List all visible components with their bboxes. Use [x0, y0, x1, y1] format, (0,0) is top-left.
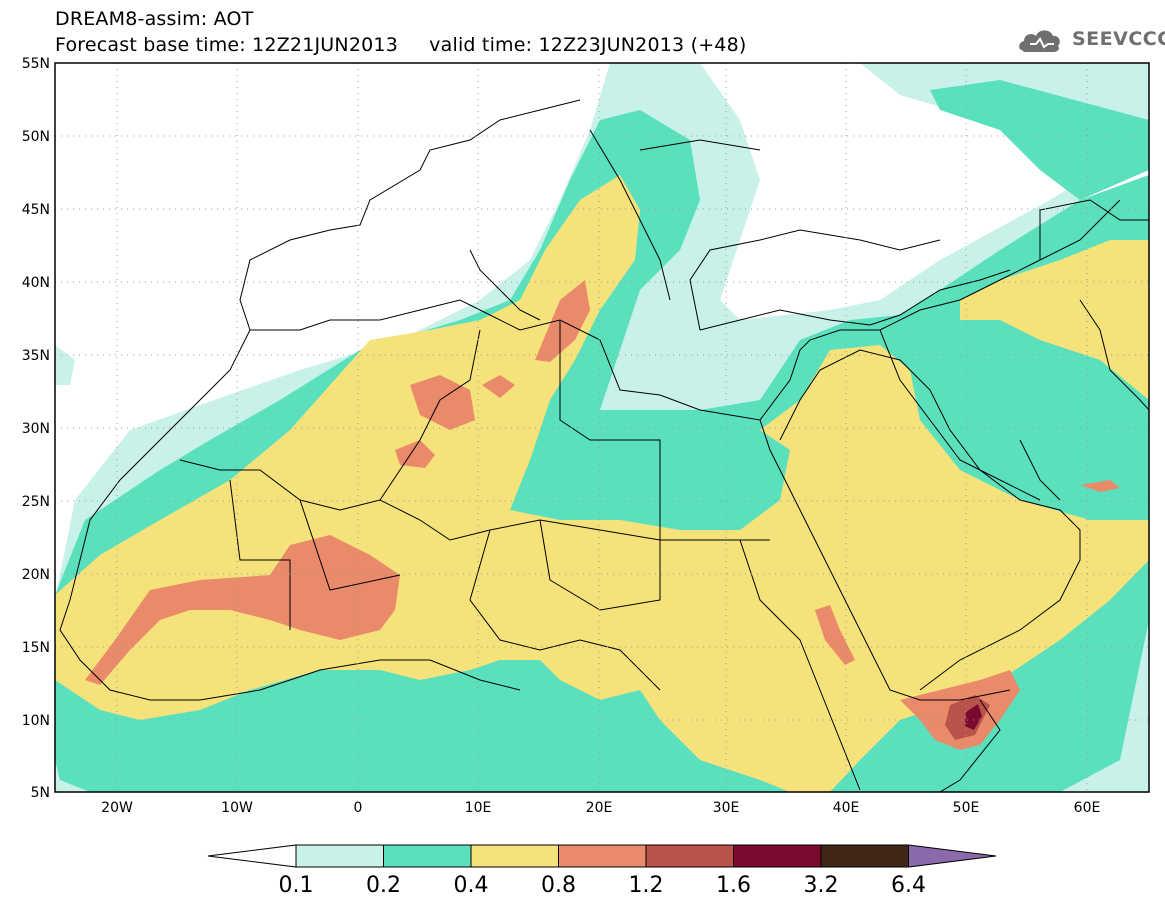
colorbar-swatch: [383, 844, 472, 868]
lon-label: 20E: [586, 800, 613, 816]
lon-label: 0: [354, 800, 363, 816]
lat-label: 15N: [22, 640, 50, 656]
colorbar-label: 6.4: [891, 873, 926, 898]
colorbar-label: 1.2: [629, 873, 664, 898]
colorbar-swatch: [733, 844, 822, 868]
lon-label: 60E: [1074, 800, 1101, 816]
lon-label: 20W: [101, 800, 133, 816]
coastlines: [59, 99, 1149, 792]
longitude-labels: 20W 10W 0 10E 20E 30E 40E 50E 60E: [101, 800, 1100, 816]
lat-label: 55N: [22, 56, 50, 72]
colorbar-label: 0.4: [454, 873, 489, 898]
colorbar-swatch: [558, 844, 647, 868]
lat-label: 35N: [22, 348, 50, 364]
cloud-icon: [1019, 30, 1060, 52]
lon-label: 40E: [833, 800, 860, 816]
lon-label: 50E: [953, 800, 980, 816]
colorbar-label: 0.2: [366, 873, 401, 898]
lat-label: 50N: [22, 129, 50, 145]
forecast-times: Forecast base time: 12Z21JUN2013 valid t…: [55, 34, 747, 56]
map-frame: [54, 62, 1150, 793]
colorbar-label: 1.6: [716, 873, 751, 898]
lat-label: 25N: [22, 494, 50, 510]
colorbar-swatch: [820, 844, 909, 868]
colorbar-swatch: [470, 844, 559, 868]
map-title: DREAM8-assim: AOT: [55, 8, 254, 30]
colorbar: 0.1 0.2 0.4 0.8 1.2 1.6 3.2 6.4: [207, 844, 997, 898]
lon-label: 30E: [713, 800, 740, 816]
colorbar-swatch: [295, 844, 384, 868]
colorbar-swatch: [645, 844, 734, 868]
colorbar-label: 3.2: [804, 873, 839, 898]
lon-label: 10W: [221, 800, 253, 816]
lat-label: 20N: [22, 567, 50, 583]
colorbar-label: 0.1: [279, 873, 314, 898]
colorbar-label: 0.8: [541, 873, 576, 898]
lat-label: 40N: [22, 275, 50, 291]
logo-text: SEEVCCC: [1072, 28, 1165, 50]
latitude-labels: 55N 50N 45N 40N 35N 30N 25N 20N 15N 10N …: [22, 56, 50, 801]
lat-label: 5N: [31, 785, 50, 801]
lat-label: 30N: [22, 421, 50, 437]
lat-label: 45N: [22, 202, 50, 218]
graticule: [55, 63, 1149, 792]
lat-label: 10N: [22, 713, 50, 729]
colorbar-max-arrow: [908, 844, 997, 868]
colorbar-min-arrow: [207, 844, 297, 868]
lon-label: 10E: [465, 800, 492, 816]
